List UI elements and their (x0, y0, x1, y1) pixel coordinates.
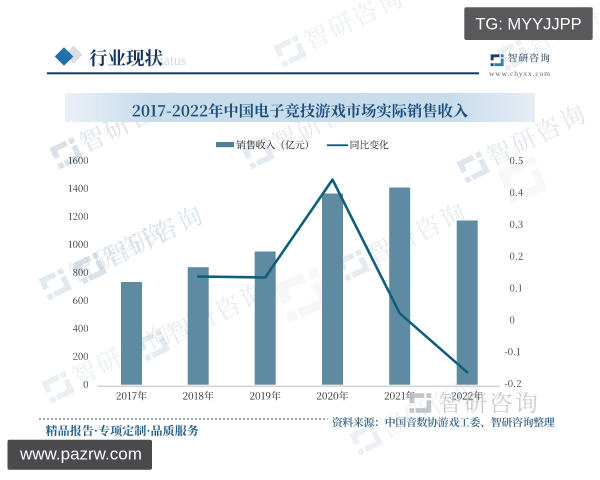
svg-text:TG: MYYJJPP: TG: MYYJJPP (475, 16, 581, 34)
svg-text:www.pazrw.com: www.pazrw.com (19, 445, 142, 464)
svg-text:www.chyxx.com: www.chyxx.com (489, 69, 551, 78)
